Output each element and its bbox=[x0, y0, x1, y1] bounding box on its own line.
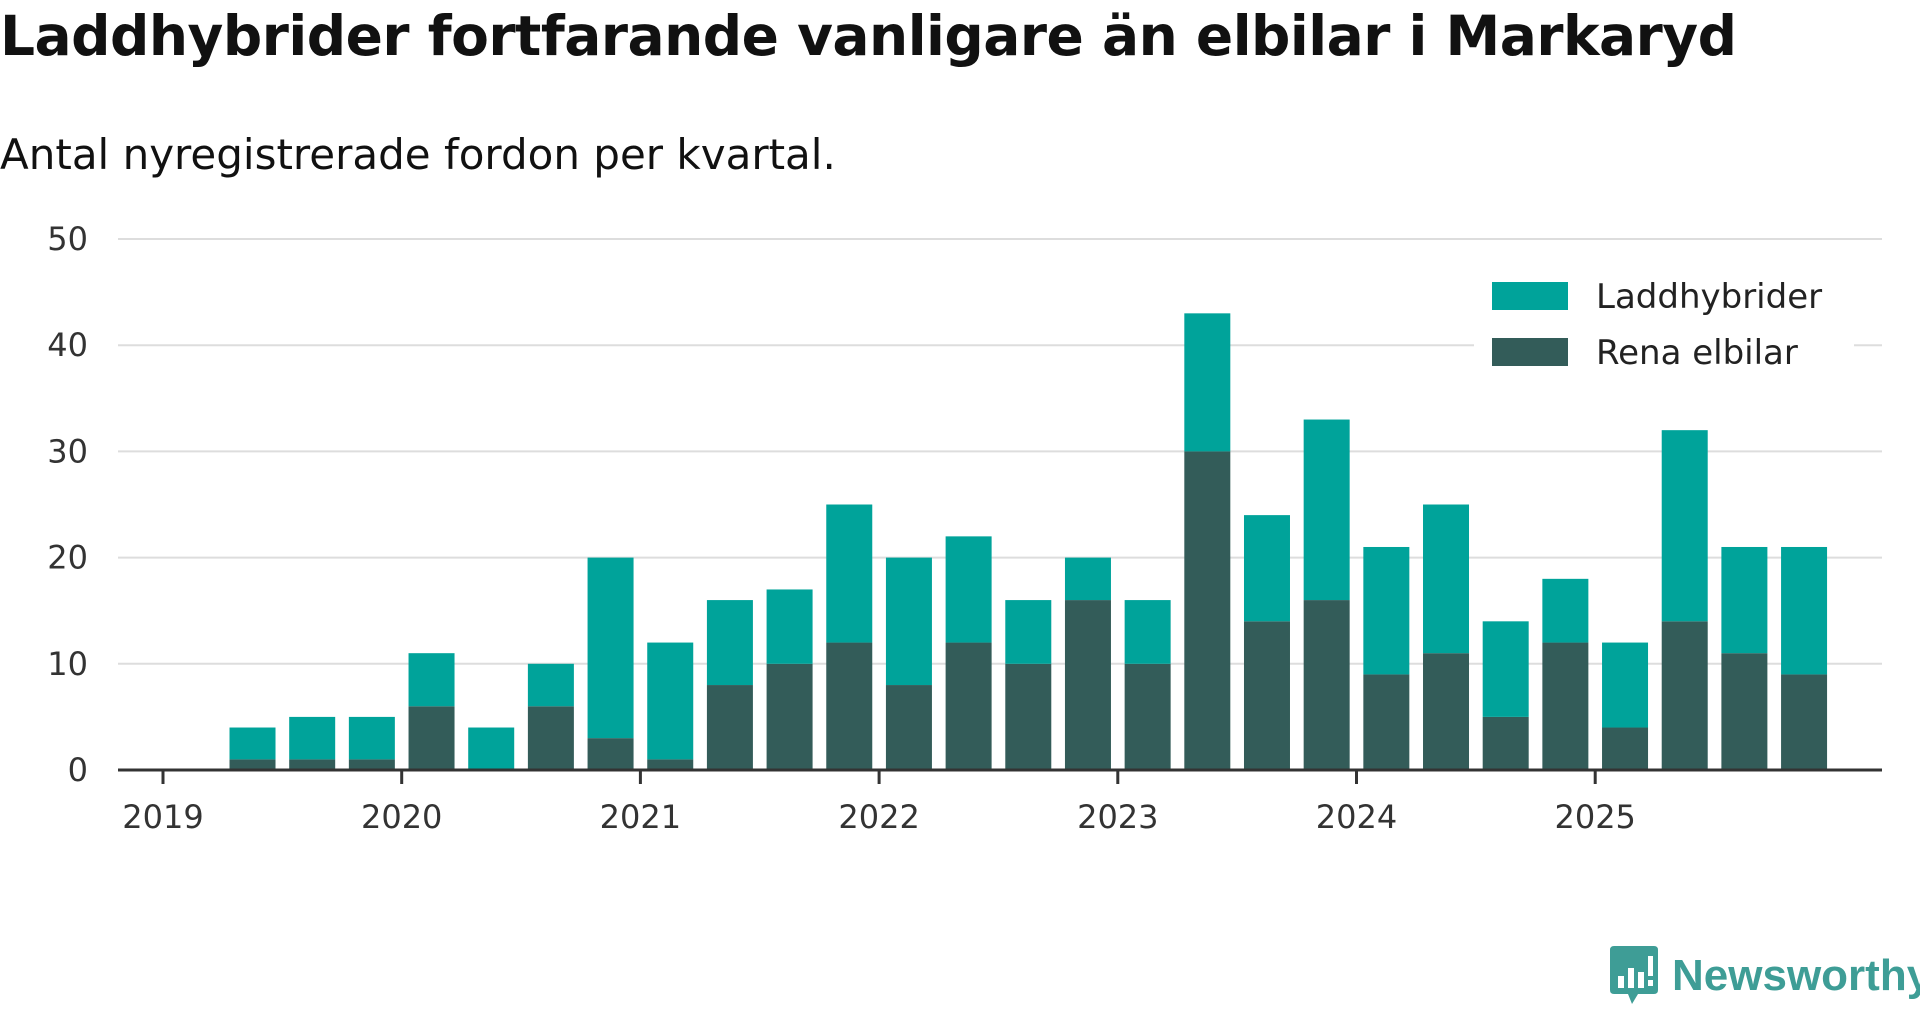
bar-rena-elbilar bbox=[1482, 716, 1529, 770]
x-tick-label: 2021 bbox=[600, 798, 681, 836]
x-tick-label: 2025 bbox=[1554, 798, 1635, 836]
bar-laddhybrider bbox=[1124, 600, 1171, 664]
x-tick-label: 2023 bbox=[1077, 798, 1158, 836]
legend-label: Rena elbilar bbox=[1596, 333, 1798, 373]
bar-laddhybrider bbox=[647, 642, 694, 760]
legend-label: Laddhybrider bbox=[1596, 277, 1822, 317]
bar-rena-elbilar bbox=[706, 685, 753, 770]
bar-laddhybrider bbox=[766, 589, 813, 664]
bar-rena-elbilar bbox=[647, 759, 694, 770]
y-tick-label: 20 bbox=[47, 539, 88, 577]
bar-laddhybrider bbox=[229, 727, 276, 760]
x-tick-label: 2024 bbox=[1316, 798, 1397, 836]
y-tick-label: 0 bbox=[68, 751, 88, 789]
bar-rena-elbilar bbox=[1303, 600, 1350, 770]
bar-rena-elbilar bbox=[1124, 663, 1171, 770]
bar-rena-elbilar bbox=[289, 759, 336, 770]
bar-laddhybrider bbox=[945, 536, 992, 643]
bar-rena-elbilar bbox=[527, 706, 574, 770]
y-tick-label: 10 bbox=[47, 645, 88, 683]
bar-rena-elbilar bbox=[1005, 663, 1052, 770]
bar-laddhybrider bbox=[1243, 515, 1290, 622]
bar-laddhybrider bbox=[289, 716, 336, 760]
newsworthy-logo: Newsworthy bbox=[1608, 946, 1920, 1006]
bar-rena-elbilar bbox=[1721, 653, 1768, 770]
x-tick-label: 2022 bbox=[838, 798, 919, 836]
bar-rena-elbilar bbox=[1661, 621, 1708, 770]
y-tick-label: 50 bbox=[47, 220, 88, 258]
bar-laddhybrider bbox=[408, 653, 455, 707]
bars bbox=[229, 313, 1828, 770]
bar-rena-elbilar bbox=[945, 642, 992, 770]
bar-rena-elbilar bbox=[885, 685, 932, 770]
bar-laddhybrider bbox=[885, 557, 932, 686]
bar-rena-elbilar bbox=[1243, 621, 1290, 770]
bar-laddhybrider bbox=[1184, 313, 1231, 452]
bar-laddhybrider bbox=[1423, 504, 1470, 654]
bar-rena-elbilar bbox=[1542, 642, 1589, 770]
chart-title: Laddhybrider fortfarande vanligare än el… bbox=[0, 4, 1737, 68]
bar-laddhybrider bbox=[468, 727, 515, 770]
legend: Laddhybrider Rena elbilar bbox=[1474, 266, 1854, 378]
bar-rena-elbilar bbox=[348, 759, 395, 770]
bar-laddhybrider bbox=[1661, 430, 1708, 622]
bar-laddhybrider bbox=[826, 504, 873, 643]
axes: 0 10 20 30 40 50 2019 2020 2021 2022 2023 2024 2025 bbox=[47, 220, 1882, 836]
x-tick-label: 2019 bbox=[122, 798, 203, 836]
bar-rena-elbilar bbox=[587, 738, 634, 770]
bar-rena-elbilar bbox=[1363, 674, 1410, 770]
newsworthy-logo-icon bbox=[1610, 946, 1658, 1004]
bar-laddhybrider bbox=[1005, 600, 1052, 664]
bar-laddhybrider bbox=[1721, 546, 1768, 654]
bar-rena-elbilar bbox=[1602, 727, 1649, 770]
bar-laddhybrider bbox=[1303, 419, 1350, 601]
bar-rena-elbilar bbox=[1184, 451, 1231, 770]
bar-rena-elbilar bbox=[229, 759, 276, 770]
bar-rena-elbilar bbox=[1423, 653, 1470, 770]
y-tick-label: 30 bbox=[47, 432, 88, 470]
legend-swatch bbox=[1492, 338, 1568, 366]
bar-rena-elbilar bbox=[766, 663, 813, 770]
bar-laddhybrider bbox=[1482, 621, 1529, 717]
x-tick-label: 2020 bbox=[361, 798, 442, 836]
bar-rena-elbilar bbox=[1064, 600, 1111, 770]
bar-laddhybrider bbox=[1542, 578, 1589, 643]
y-tick-label: 40 bbox=[47, 326, 88, 364]
bar-laddhybrider bbox=[1064, 557, 1111, 601]
bar-rena-elbilar bbox=[1781, 674, 1828, 770]
bar-rena-elbilar bbox=[826, 642, 873, 770]
bar-laddhybrider bbox=[1781, 546, 1828, 675]
legend-swatch bbox=[1492, 282, 1568, 310]
bar-laddhybrider bbox=[706, 600, 753, 686]
bar-laddhybrider bbox=[1363, 546, 1410, 675]
newsworthy-wordmark: Newsworthy bbox=[1672, 951, 1920, 1000]
bar-laddhybrider bbox=[587, 557, 634, 739]
bar-laddhybrider bbox=[348, 716, 395, 760]
chart-subtitle: Antal nyregistrerade fordon per kvartal. bbox=[0, 130, 836, 179]
bar-laddhybrider bbox=[527, 663, 574, 707]
bar-rena-elbilar bbox=[408, 706, 455, 770]
bar-laddhybrider bbox=[1602, 642, 1649, 728]
